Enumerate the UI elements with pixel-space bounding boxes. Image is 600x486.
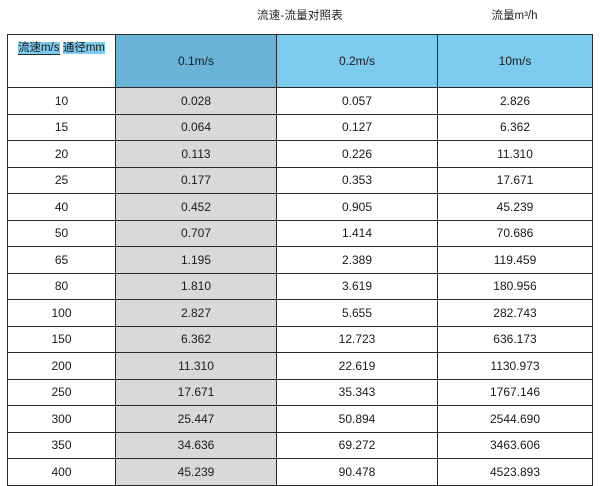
table-row: 250 17.671 35.343 1767.146 bbox=[7, 378, 593, 406]
cell-flow-01: 0.707 bbox=[115, 219, 277, 247]
cell-flow-01: 0.064 bbox=[115, 113, 277, 141]
cell-flow-02: 90.478 bbox=[276, 458, 438, 486]
table-row: 350 34.636 69.272 3463.606 bbox=[7, 431, 593, 459]
cell-diameter: 300 bbox=[7, 405, 116, 433]
cell-flow-02: 35.343 bbox=[276, 378, 438, 406]
flow-velocity-table-container: 流速m/s 通径mm 0.1m/s 0.2m/s 10m/s 10 0.028 … bbox=[7, 34, 593, 486]
cell-diameter: 350 bbox=[7, 431, 116, 459]
cell-flow-10: 119.459 bbox=[437, 246, 593, 274]
table-row: 20 0.113 0.226 11.310 bbox=[7, 140, 593, 168]
cell-diameter: 40 bbox=[7, 193, 116, 221]
table-row: 400 45.239 90.478 4523.893 bbox=[7, 458, 593, 486]
table-row: 40 0.452 0.905 45.239 bbox=[7, 193, 593, 221]
corner-velocity-label: 流速m/s bbox=[17, 42, 60, 55]
cell-flow-10: 70.686 bbox=[437, 219, 593, 247]
cell-flow-02: 0.127 bbox=[276, 113, 438, 141]
cell-flow-10: 3463.606 bbox=[437, 431, 593, 459]
cell-flow-01: 11.310 bbox=[115, 352, 277, 380]
cell-flow-02: 1.414 bbox=[276, 219, 438, 247]
table-row: 200 11.310 22.619 1130.973 bbox=[7, 352, 593, 380]
cell-flow-01: 1.195 bbox=[115, 246, 277, 274]
cell-flow-01: 25.447 bbox=[115, 405, 277, 433]
cell-diameter: 100 bbox=[7, 299, 116, 327]
cell-diameter: 15 bbox=[7, 113, 116, 141]
table-row: 50 0.707 1.414 70.686 bbox=[7, 219, 593, 247]
cell-flow-10: 11.310 bbox=[437, 140, 593, 168]
cell-diameter: 25 bbox=[7, 166, 116, 194]
cell-diameter: 150 bbox=[7, 325, 116, 353]
cell-flow-01: 17.671 bbox=[115, 378, 277, 406]
cell-diameter: 400 bbox=[7, 458, 116, 486]
cell-flow-02: 2.389 bbox=[276, 246, 438, 274]
table-row: 25 0.177 0.353 17.671 bbox=[7, 166, 593, 194]
cell-flow-01: 34.636 bbox=[115, 431, 277, 459]
cell-flow-02: 0.353 bbox=[276, 166, 438, 194]
cell-flow-10: 4523.893 bbox=[437, 458, 593, 486]
cell-flow-10: 6.362 bbox=[437, 113, 593, 141]
cell-diameter: 80 bbox=[7, 272, 116, 300]
table-body: 流速m/s 通径mm 0.1m/s 0.2m/s 10m/s 10 0.028 … bbox=[7, 34, 593, 486]
cell-diameter: 250 bbox=[7, 378, 116, 406]
cell-flow-10: 1767.146 bbox=[437, 378, 593, 406]
table-row: 300 25.447 50.894 2544.690 bbox=[7, 405, 593, 433]
cell-flow-10: 45.239 bbox=[437, 193, 593, 221]
cell-flow-10: 282.743 bbox=[437, 299, 593, 327]
table-row: 10 0.028 0.057 2.826 bbox=[7, 87, 593, 115]
cell-flow-02: 50.894 bbox=[276, 405, 438, 433]
column-header-0.2ms: 0.2m/s bbox=[276, 34, 438, 88]
cell-flow-02: 0.057 bbox=[276, 87, 438, 115]
cell-diameter: 200 bbox=[7, 352, 116, 380]
cell-flow-02: 69.272 bbox=[276, 431, 438, 459]
cell-flow-01: 0.452 bbox=[115, 193, 277, 221]
cell-flow-01: 6.362 bbox=[115, 325, 277, 353]
column-header-0.1ms: 0.1m/s bbox=[115, 34, 277, 88]
cell-flow-01: 0.177 bbox=[115, 166, 277, 194]
cell-flow-10: 2.826 bbox=[437, 87, 593, 115]
cell-flow-01: 0.028 bbox=[115, 87, 277, 115]
table-row: 100 2.827 5.655 282.743 bbox=[7, 299, 593, 327]
cell-flow-10: 1130.973 bbox=[437, 352, 593, 380]
table-row: 80 1.810 3.619 180.956 bbox=[7, 272, 593, 300]
cell-flow-01: 0.113 bbox=[115, 140, 277, 168]
cell-flow-02: 22.619 bbox=[276, 352, 438, 380]
cell-flow-01: 1.810 bbox=[115, 272, 277, 300]
cell-flow-10: 180.956 bbox=[437, 272, 593, 300]
cell-flow-10: 636.173 bbox=[437, 325, 593, 353]
cell-flow-10: 17.671 bbox=[437, 166, 593, 194]
cell-diameter: 20 bbox=[7, 140, 116, 168]
flow-unit-label: 流量m³/h bbox=[491, 10, 538, 22]
table-header-row: 流速m/s 通径mm 0.1m/s 0.2m/s 10m/s bbox=[7, 34, 593, 88]
cell-flow-02: 0.226 bbox=[276, 140, 438, 168]
cell-flow-01: 45.239 bbox=[115, 458, 277, 486]
table-row: 15 0.064 0.127 6.362 bbox=[7, 113, 593, 141]
cell-diameter: 50 bbox=[7, 219, 116, 247]
caption-strip: 流速-流量对照表 流量m³/h bbox=[0, 0, 600, 32]
corner-diameter-label: 通径mm bbox=[62, 42, 106, 54]
corner-inner: 流速m/s 通径mm bbox=[8, 35, 115, 87]
column-header-10ms: 10m/s bbox=[437, 34, 593, 88]
page-title: 流速-流量对照表 bbox=[257, 10, 343, 22]
cell-flow-02: 3.619 bbox=[276, 272, 438, 300]
flow-velocity-table: 流速m/s 通径mm 0.1m/s 0.2m/s 10m/s 10 0.028 … bbox=[7, 34, 593, 486]
header-corner-cell: 流速m/s 通径mm bbox=[7, 34, 116, 88]
cell-diameter: 10 bbox=[7, 87, 116, 115]
cell-flow-02: 12.723 bbox=[276, 325, 438, 353]
cell-diameter: 65 bbox=[7, 246, 116, 274]
cell-flow-02: 0.905 bbox=[276, 193, 438, 221]
table-row: 65 1.195 2.389 119.459 bbox=[7, 246, 593, 274]
cell-flow-10: 2544.690 bbox=[437, 405, 593, 433]
cell-flow-01: 2.827 bbox=[115, 299, 277, 327]
table-row: 150 6.362 12.723 636.173 bbox=[7, 325, 593, 353]
cell-flow-02: 5.655 bbox=[276, 299, 438, 327]
